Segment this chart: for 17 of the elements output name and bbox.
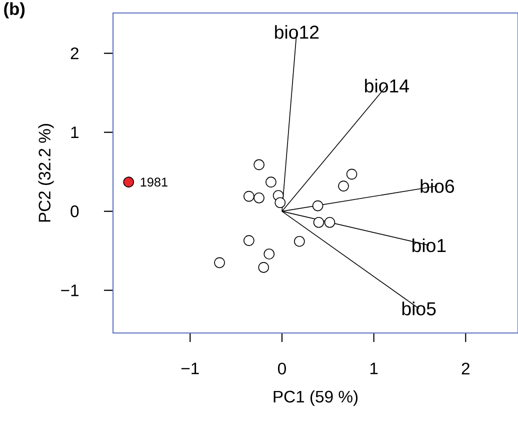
series-label: bio12: [275, 25, 319, 39]
x-tick-label: −1: [181, 362, 199, 374]
annotation: 1981: [140, 178, 168, 187]
x-tick-label: 0: [278, 362, 286, 375]
series-label: bio6: [420, 179, 454, 193]
y-tick-label: 2: [70, 47, 78, 60]
x-tick-label: 2: [462, 362, 470, 374]
x-axis-title: PC1 (59 %): [274, 390, 358, 406]
y-tick-label: 1: [71, 126, 78, 138]
series-label: bio1: [412, 238, 446, 252]
y-tick-label: 0: [70, 205, 79, 218]
series-label: bio5: [402, 302, 436, 316]
y-axis-title: PC2 (32.2 %): [38, 124, 54, 222]
chart-title: (b): [4, 2, 25, 18]
y-tick-label: −1: [61, 284, 78, 296]
x-tick-label: 1: [370, 362, 378, 374]
series-label: bio14: [365, 78, 409, 93]
